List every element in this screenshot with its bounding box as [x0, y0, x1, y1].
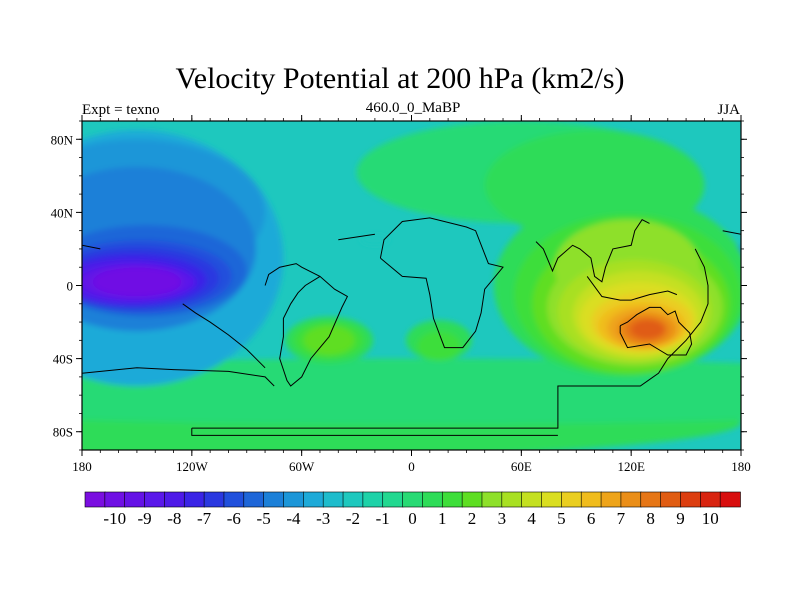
coastline-segment	[191, 428, 558, 436]
colorbar-swatch	[541, 491, 563, 508]
colorbar-label: 1	[438, 509, 447, 528]
y-tick-label: 40S	[53, 352, 73, 367]
coastline-segment	[722, 230, 741, 235]
coastline-segment	[82, 244, 101, 250]
colorbar-label: 0	[408, 509, 417, 528]
coastline-segment	[338, 233, 375, 241]
y-axis: 80N 40N 0 40S 80S	[51, 120, 747, 451]
coastline-segment	[191, 248, 709, 429]
colorbar-label: -6	[227, 509, 241, 528]
x-tick-label: 60E	[511, 459, 532, 474]
colorbar-swatch	[164, 491, 186, 508]
contour-band	[303, 325, 355, 355]
colorbar-swatch	[144, 491, 166, 508]
contour-band	[82, 358, 741, 425]
x-tick-label: 120W	[176, 459, 209, 474]
contour-field	[82, 121, 741, 450]
colorbar-swatch	[461, 491, 483, 508]
colorbar-label: 8	[646, 509, 655, 528]
colorbar-label: -8	[167, 509, 181, 528]
colorbar-label: -4	[286, 509, 301, 528]
colorbar-swatch	[402, 491, 424, 508]
colorbar-label: -1	[376, 509, 390, 528]
colorbar-label: -2	[346, 509, 360, 528]
x-tick-label: 60W	[289, 459, 315, 474]
colorbar-swatch	[561, 491, 583, 508]
colorbar-swatch	[640, 491, 662, 508]
contour-band	[92, 267, 181, 297]
colorbar-swatch	[322, 491, 344, 508]
y-tick-label: 80N	[51, 132, 74, 147]
colorbar-swatch	[521, 491, 543, 508]
colorbar-swatch	[203, 491, 225, 508]
colorbar-swatch	[263, 491, 285, 508]
colorbar-swatch	[362, 491, 384, 508]
colorbar-label: 5	[557, 509, 566, 528]
colorbar-swatch	[620, 491, 642, 508]
colorbar-swatch	[481, 491, 503, 508]
x-tick-label: 180	[731, 459, 751, 474]
x-tick-label: 0	[408, 459, 415, 474]
colorbar-swatch	[441, 491, 463, 508]
colorbar-swatch	[382, 491, 404, 508]
y-tick-label: 0	[67, 279, 74, 294]
colorbar-swatch	[422, 491, 444, 508]
colorbar-label: 3	[498, 509, 507, 528]
colorbar-label: -10	[103, 509, 126, 528]
coastline-segment	[379, 217, 504, 349]
colorbar-swatch	[719, 491, 741, 508]
chart-title: Velocity Potential at 200 hPa (km2/s)	[175, 62, 625, 95]
colorbar-swatch	[84, 491, 106, 508]
colorbar-label: -7	[197, 509, 212, 528]
colorbar-swatch	[501, 491, 523, 508]
colorbar-label: -3	[316, 509, 330, 528]
colorbar: -10 -9 -8 -7 -6 -5 -4 -3 -2 -1 0 1 2 3 4 5 6 7 8 9 10	[84, 491, 741, 528]
coastline-segment	[619, 306, 693, 356]
coastline-segment	[82, 367, 275, 387]
colorbar-swatch	[283, 491, 305, 508]
x-axis: 180 120W 60W 0 60E 120E 180	[72, 115, 751, 474]
contour-band	[416, 331, 461, 361]
colorbar-swatch	[600, 491, 622, 508]
x-tick-label: 120E	[617, 459, 645, 474]
colorbar-swatch	[243, 491, 265, 508]
colorbar-label: -5	[257, 509, 271, 528]
coastline	[82, 217, 741, 436]
x-tick-label: 180	[72, 459, 92, 474]
colorbar-label: 10	[702, 509, 719, 528]
colorbar-swatch	[124, 491, 146, 508]
colorbar-swatch	[104, 491, 126, 508]
experiment-label: Expt = texno	[82, 102, 160, 118]
coastline-segment	[535, 219, 650, 283]
period-label: 460.0_0_MaBP	[365, 100, 461, 116]
contour-band	[360, 234, 390, 246]
colorbar-swatch	[700, 491, 721, 508]
colorbar-swatch	[342, 491, 364, 508]
coastline-segment	[182, 303, 266, 369]
coastline-segment	[586, 276, 678, 301]
season-label: JJA	[717, 102, 740, 118]
colorbar-label: 9	[676, 509, 685, 528]
y-tick-label: 80S	[53, 425, 73, 440]
colorbar-label: 7	[617, 509, 626, 528]
colorbar-swatch	[183, 491, 205, 508]
colorbar-label: 4	[527, 509, 536, 528]
colorbar-swatch	[223, 491, 245, 508]
colorbar-swatch	[303, 491, 324, 508]
colorbar-label: -9	[137, 509, 151, 528]
colorbar-label: 6	[587, 509, 596, 528]
y-tick-label: 40N	[51, 205, 74, 220]
colorbar-label: 2	[468, 509, 477, 528]
colorbar-swatch	[660, 491, 682, 508]
colorbar-swatch	[580, 491, 602, 508]
colorbar-swatch	[680, 491, 702, 508]
coastline-segment	[264, 263, 349, 387]
contour-band	[631, 320, 665, 339]
